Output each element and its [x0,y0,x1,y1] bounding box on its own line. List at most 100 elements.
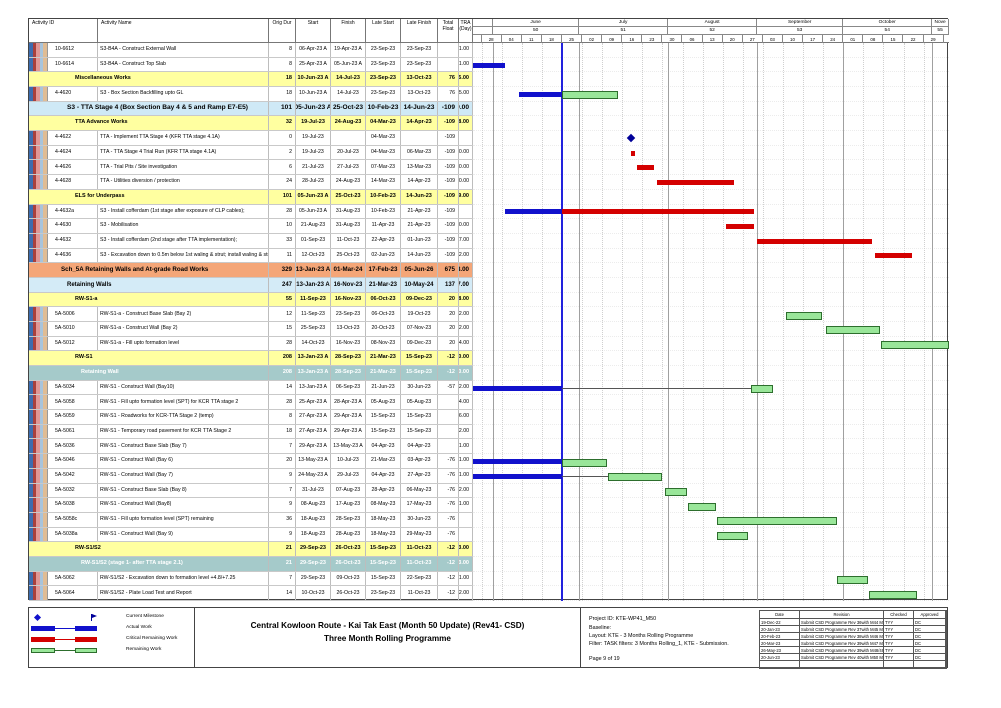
lf-cell: 01-Jun-23 [401,233,438,248]
lf-cell: 15-Sep-23 [401,424,438,439]
month-gridline [932,43,934,601]
revision-cell: TYY [884,647,914,654]
tf-cell: 20 [438,292,459,307]
activity-name-cell: RW-S1/S2 - Excavation down to formation … [98,571,269,586]
group-row: RW-S1-a 55 11-Sep-23 16-Nov-23 06-Oct-23 09-D… [29,292,473,308]
table-row: 5A-5038a RW-S1 - Construct Wall (Bay 9) 9 1… [29,527,473,543]
table-row: 4-4636 S3 - Excavation down to 0.5m below… [29,248,473,264]
revision-column-header: Date [760,611,800,619]
finish-cell: 01-Mar-24 [331,263,366,277]
gantt-row-line [473,203,949,205]
group-row: Retaining Wall 208 13-Jan-23 A 28-Sep-23 21-… [29,366,473,381]
revision-cell: Submit CSD Programme Rev 37with M45 Mon.… [800,626,884,633]
lf-cell: 05-Aug-23 [401,395,438,410]
gantt-bar-critical [636,165,654,171]
lf-cell: 11-Oct-23 [401,556,438,571]
dur-cell: 20 [269,454,296,468]
week-tick: 23 [642,35,663,43]
dur-cell: 208 [269,366,296,380]
milestone-flag-icon [91,614,92,621]
activity-id-cell: 5A-5012 [47,336,98,351]
tra-cell: 4.00 [459,336,473,351]
activity-id-cell: 5A-5038 [47,498,98,512]
column-header: TRA (Day) [459,19,473,43]
revision-cell: 19-Dec-22 [760,619,800,626]
gantt-bar-actual [504,209,562,215]
month-number: 51 [579,27,669,35]
lf-cell: 27-Apr-23 [401,468,438,483]
start-cell: 25-Apr-23 A [296,395,331,410]
month-number [473,27,494,35]
activity-name-cell: RW-S1 - Construct Wall (Bay 6) [98,454,269,468]
tf-cell: -109 [438,175,459,189]
lf-cell: 06-Mar-23 [401,145,438,160]
dur-cell: 12 [269,307,296,321]
legend-item: Actual Work [29,624,194,634]
finish-cell: 27-Jul-23 [331,160,366,175]
ls-cell: 21-Mar-23 [366,366,401,380]
revision-cell: Submit CSD Programme Rev 38with M46 Mon.… [800,633,884,640]
gantt-row-line [473,585,949,587]
tra-cell: 1.00 [459,454,473,468]
gantt-bar-actual [473,459,562,464]
gantt-bar-remaining [716,517,837,526]
title-block: Central Kowloon Route - Kai Tak East (Mo… [195,608,581,667]
dur-cell: 21 [269,542,296,556]
gantt-row-line [473,335,949,337]
table-row: 10-6612 S3-B4A - Construct External Wall 8… [29,43,473,58]
table-row: 5A-5046 RW-S1 - Construct Wall (Bay 6) 20 1… [29,454,473,469]
start-cell: 11-Sep-23 [296,292,331,307]
month-gridline [579,43,581,601]
dur-cell: 9 [269,527,296,542]
revision-cell [884,661,914,668]
gantt-bar-critical [561,209,755,215]
dur-cell: 247 [269,277,296,292]
activity-id-cell: 4-4620 [47,87,98,101]
gantt-row-line [473,438,949,440]
dur-cell: 36 [269,512,296,527]
finish-cell: 28-Apr-23 A [331,395,366,410]
lf-cell: 14-Apr-23 [401,116,438,131]
lf-cell: 06-May-23 [401,483,438,498]
tra-cell: 8.00 [459,116,473,131]
dur-cell: 8 [269,43,296,57]
activity-name-cell: S3-B4A - Construct External Wall [98,43,269,57]
lf-cell: 30-Jun-23 [401,380,438,395]
lf-cell: 03-Apr-23 [401,454,438,468]
gantt-bar-remaining [869,590,917,599]
activity-table: Activity ID Activity Name Orig Dur Start Fin… [28,18,949,601]
finish-cell: 14-Jul-23 [331,72,366,87]
week-tick [473,35,482,43]
ls-cell: 23-Sep-23 [366,72,401,87]
activity-id-cell: 4-4628 [47,175,98,189]
finish-cell: 16-Nov-23 [331,292,366,307]
week-gridline [602,43,604,601]
ls-cell: 11-Apr-23 [366,219,401,233]
dur-cell: 18 [269,424,296,439]
table-row: 5A-5042 RW-S1 - Construct Wall (Bay 7) 9 24… [29,468,473,484]
week-tick: 15 [883,35,904,43]
activity-name-cell: RW-S1 - Construct Wall (Bay 7) [98,468,269,483]
activity-name-cell: S3 - Mobilisation [98,219,269,233]
finish-cell: 07-Aug-23 [331,483,366,498]
revision-cell: DC [914,633,946,640]
finish-cell: 25-Oct-23 [331,101,366,116]
tf-cell: -109 [438,131,459,145]
activity-id-cell: 5A-5046 [47,454,98,468]
tf-cell: 137 [438,277,459,292]
gantt-bar-remaining [607,473,662,482]
ls-cell: 08-May-23 [366,498,401,512]
week-gridline [622,43,624,601]
activity-id-cell: 5A-5036 [47,439,98,454]
week-gridline [742,43,744,601]
revision-cell: Submit CSD Programme Rev 39with M47 Mon.… [800,640,884,647]
ls-cell: 07-Mar-23 [366,160,401,175]
week-gridline [582,43,584,601]
lf-cell: 23-Sep-23 [401,57,438,72]
tra-cell: 1.00 [459,498,473,512]
lf-cell: 04-Apr-23 [401,439,438,454]
lf-cell: 15-Sep-23 [401,351,438,366]
column-header: Activity Name [98,19,269,43]
week-gridline [521,43,523,601]
legend-item: Current Milestone [29,613,194,623]
